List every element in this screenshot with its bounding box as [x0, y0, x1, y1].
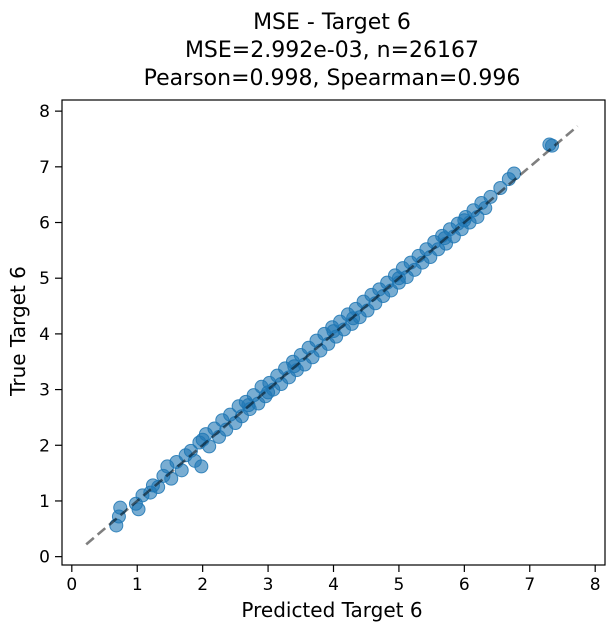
x-tick-label-5: 5: [394, 575, 405, 595]
y-tick-label-5: 5: [39, 269, 50, 289]
ticks-layer: 0 1 2 3 4 5 6 7 8 0 1 2 3 4 5 6 7 8: [39, 102, 600, 595]
y-tick-label-4: 4: [39, 325, 50, 345]
y-tick-label-6: 6: [39, 214, 50, 234]
x-tick-label-7: 7: [524, 575, 535, 595]
x-tick-label-4: 4: [328, 575, 339, 595]
x-tick-label-0: 0: [66, 575, 77, 595]
chart-title-line-1: MSE - Target 6: [253, 10, 411, 35]
y-tick-label-3: 3: [39, 381, 50, 401]
scatter-point-105: [457, 213, 472, 228]
reference-line-layer: [85, 125, 579, 546]
chart-title-line-3: Pearson=0.998, Spearman=0.996: [144, 66, 521, 91]
scatter-point-11: [164, 471, 179, 486]
scatter-point-92: [493, 180, 508, 195]
x-tick-label-6: 6: [459, 575, 470, 595]
scatter-point-91: [483, 189, 498, 204]
scatter-point-98: [261, 385, 276, 400]
x-tick-label-3: 3: [263, 575, 274, 595]
y-tick-label-8: 8: [39, 102, 50, 122]
scatter-point-99: [326, 324, 341, 339]
scatter-point-4: [131, 502, 146, 517]
x-axis-label: Predicted Target 6: [241, 598, 422, 622]
reference-line: [85, 125, 579, 546]
chart-title-line-2: MSE=2.992e-03, n=26167: [185, 38, 479, 63]
y-tick-label-2: 2: [39, 436, 50, 456]
scatter-point-96: [545, 138, 560, 153]
scatter-point-18: [194, 459, 209, 474]
y-tick-label-0: 0: [39, 548, 50, 568]
chart-title-group: MSE - Target 6 MSE=2.992e-03, n=26167 Pe…: [144, 10, 521, 91]
y-axis-label: True Target 6: [6, 266, 30, 397]
y-tick-label-7: 7: [39, 158, 50, 178]
x-tick-label-2: 2: [197, 575, 208, 595]
scatter-point-94: [507, 166, 522, 181]
x-tick-label-8: 8: [590, 575, 601, 595]
x-tick-label-1: 1: [132, 575, 143, 595]
y-tick-label-1: 1: [39, 492, 50, 512]
